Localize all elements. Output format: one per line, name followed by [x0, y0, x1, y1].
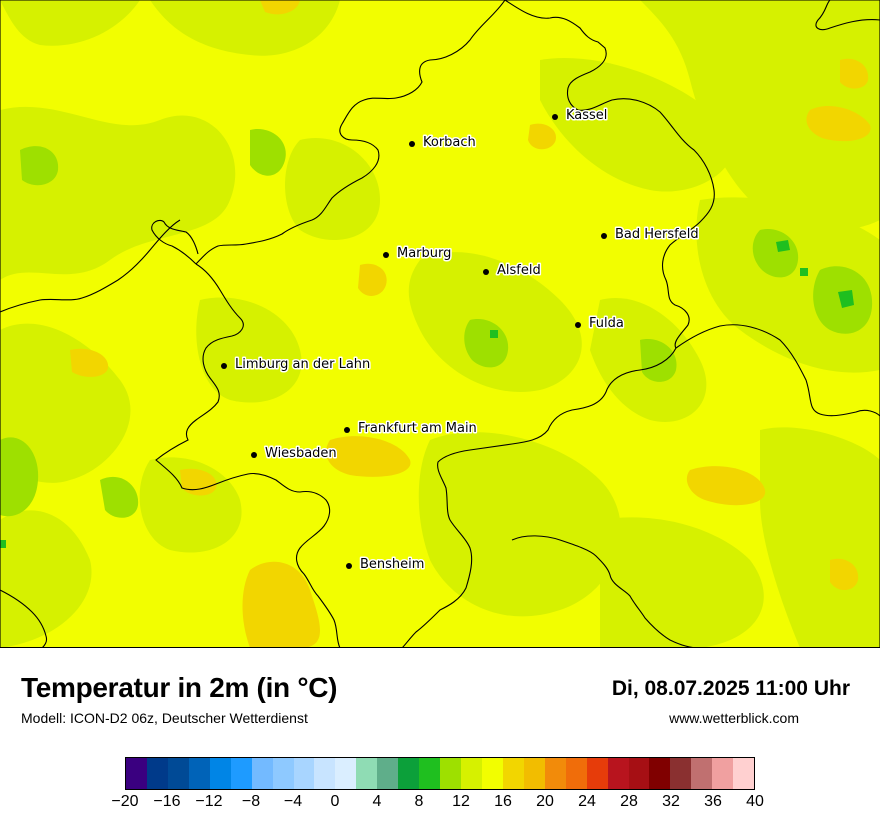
colorbar-swatch: [523, 758, 545, 789]
city-dot: [346, 563, 352, 569]
colorbar-tick: 12: [452, 793, 470, 810]
colorbar-tick-labels: −20 −16 −12 −8 −4 0 4 8 12 16 20 24 28 32 36 40: [0, 793, 880, 817]
city-name: Frankfurt am Main: [358, 421, 477, 436]
city-name: Wiesbaden: [265, 446, 337, 461]
colorbar-swatch: [377, 758, 399, 789]
city-dot: [483, 269, 489, 275]
colorbar-tick: 20: [536, 793, 554, 810]
map-footer: Temperatur in 2m (in °C) Modell: ICON-D2…: [0, 648, 880, 830]
city-dot: [575, 322, 581, 328]
colorbar-tick: 0: [330, 793, 340, 810]
colorbar-swatch: [628, 758, 650, 789]
temperature-colorbar: [125, 757, 755, 790]
colorbar-swatch: [440, 758, 461, 789]
colorbar-swatch: [272, 758, 294, 789]
city-name: Kassel: [566, 108, 607, 123]
colorbar-tick: 32: [662, 793, 680, 810]
colorbar-tick: −16: [153, 793, 181, 810]
city-name: Bad Hersfeld: [615, 227, 699, 242]
city-dot: [601, 233, 607, 239]
colorbar-tick: −8: [241, 793, 261, 810]
colorbar-swatch: [586, 758, 608, 789]
map-title: Temperatur in 2m (in °C): [21, 672, 338, 703]
colorbar-swatch: [167, 758, 189, 789]
colorbar-swatch: [670, 758, 692, 789]
colorbar-tick: −12: [195, 793, 223, 810]
city-dot: [552, 114, 558, 120]
city-fulda[interactable]: Fulda: [575, 315, 625, 333]
colorbar-tick: 28: [620, 793, 638, 810]
colorbar-tick: −20: [111, 793, 139, 810]
colorbar-swatch: [126, 758, 147, 789]
city-bensheim[interactable]: Bensheim: [346, 556, 426, 574]
colorbar-swatch: [293, 758, 315, 789]
city-kassel[interactable]: Kassel: [552, 107, 609, 125]
city-name: Bensheim: [360, 557, 424, 572]
city-dot: [383, 252, 389, 258]
city-dot: [221, 363, 227, 369]
colorbar-tick: −4: [283, 793, 303, 810]
colorbar-swatch: [481, 758, 503, 789]
city-markers: Kassel Korbach Bad Hersfeld Marburg Alsf…: [221, 107, 700, 574]
city-wiesbaden[interactable]: Wiesbaden: [251, 445, 338, 463]
city-name: Alsfeld: [497, 263, 541, 278]
colorbar-swatch: [209, 758, 231, 789]
temperature-map: Kassel Korbach Bad Hersfeld Marburg Alsf…: [0, 0, 880, 648]
colorbar-swatch: [398, 758, 420, 789]
colorbar-swatch: [419, 758, 441, 789]
colorbar-swatch: [544, 758, 566, 789]
colorbar-swatch: [314, 758, 336, 789]
colorbar-swatch: [607, 758, 629, 789]
colorbar-swatch: [733, 758, 755, 789]
city-marburg[interactable]: Marburg: [383, 245, 453, 263]
city-frankfurt[interactable]: Frankfurt am Main: [344, 420, 478, 438]
colorbar-swatch: [335, 758, 357, 789]
orange-areas: [70, 0, 871, 648]
colorbar-tick: 24: [578, 793, 596, 810]
colorbar-swatch: [356, 758, 378, 789]
website-link[interactable]: www.wetterblick.com: [669, 710, 799, 726]
colorbar-swatch: [712, 758, 734, 789]
colorbar-swatch: [649, 758, 671, 789]
city-name: Limburg an der Lahn: [235, 357, 370, 372]
colorbar-tick: 4: [372, 793, 382, 810]
colorbar-swatch: [251, 758, 273, 789]
city-bad-hersfeld[interactable]: Bad Hersfeld: [601, 226, 700, 244]
state-borders: [0, 0, 880, 648]
colorbar-swatch: [461, 758, 482, 789]
colorbar-swatch: [146, 758, 168, 789]
dark-green-spots: [0, 240, 854, 548]
colorbar-tick: 36: [704, 793, 722, 810]
city-alsfeld[interactable]: Alsfeld: [483, 262, 542, 280]
colorbar-swatch: [230, 758, 252, 789]
colorbar-swatch: [691, 758, 713, 789]
city-name: Korbach: [423, 135, 476, 150]
city-dot: [409, 141, 415, 147]
colorbar-swatch: [188, 758, 210, 789]
model-info: Modell: ICON-D2 06z, Deutscher Wetterdie…: [21, 710, 308, 726]
city-korbach[interactable]: Korbach: [409, 134, 477, 152]
city-limburg[interactable]: Limburg an der Lahn: [221, 356, 372, 374]
city-dot: [251, 452, 257, 458]
colorbar-tick: 40: [746, 793, 764, 810]
colorbar-swatch: [565, 758, 587, 789]
colorbar-tick: 16: [494, 793, 512, 810]
forecast-datetime: Di, 08.07.2025 11:00 Uhr: [611, 677, 850, 700]
colorbar-tick: 8: [414, 793, 424, 810]
city-name: Fulda: [589, 316, 624, 331]
city-dot: [344, 427, 350, 433]
colorbar-swatch: [502, 758, 524, 789]
city-name: Marburg: [397, 246, 451, 261]
